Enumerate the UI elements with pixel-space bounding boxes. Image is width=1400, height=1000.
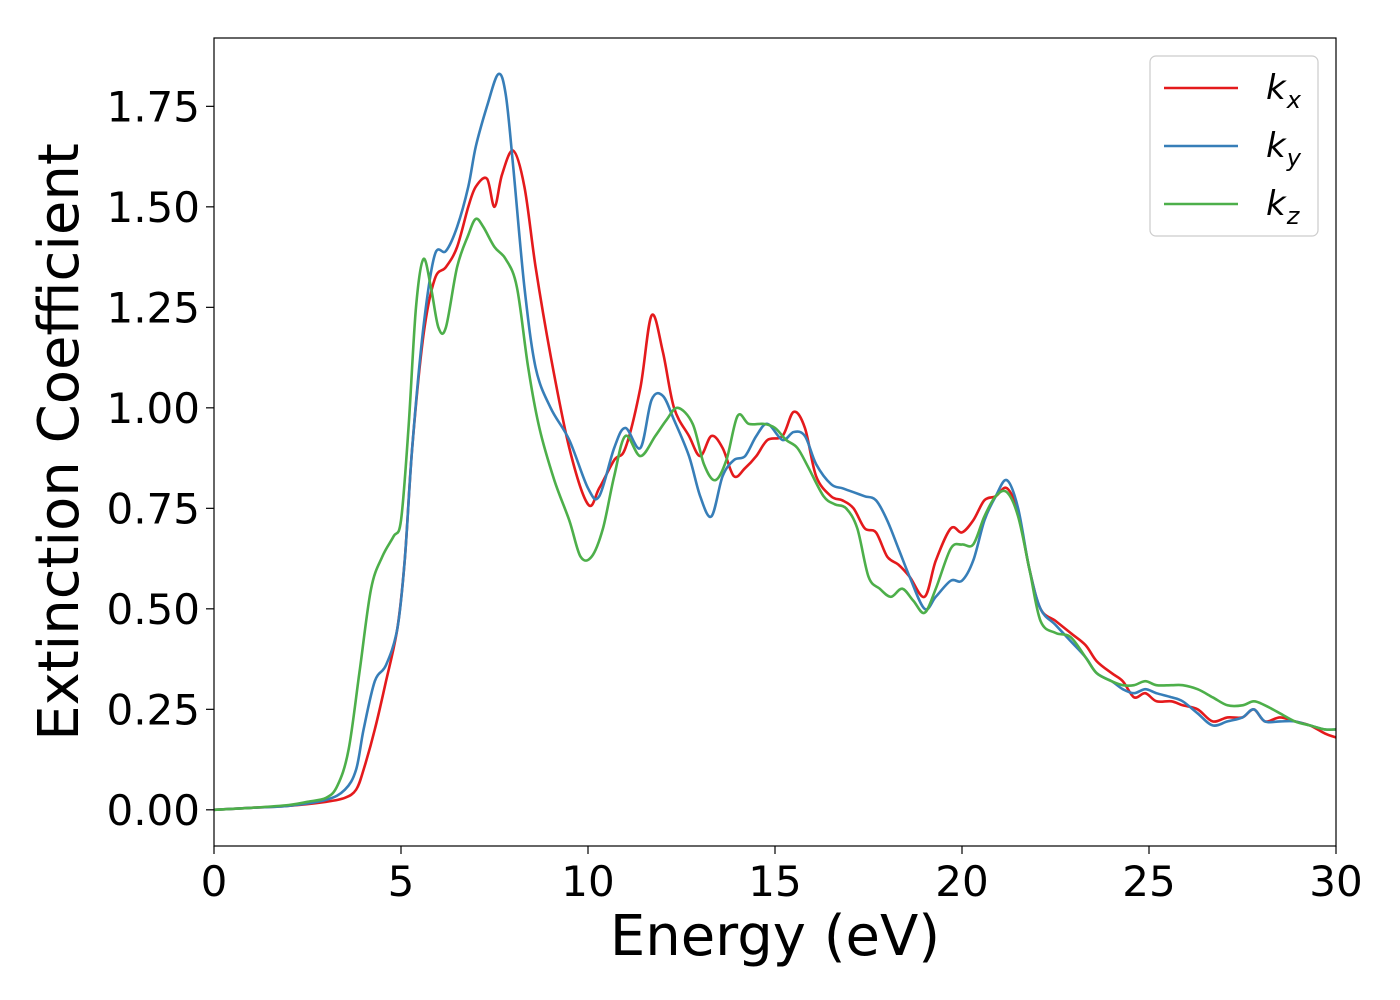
y-tick-label: 0.75 xyxy=(106,484,200,533)
x-tick-label: 25 xyxy=(1122,857,1175,906)
series-line-x xyxy=(213,149,1337,812)
y-tick-label: 0.00 xyxy=(106,786,200,835)
series-lines xyxy=(213,72,1337,812)
x-tick-label: 30 xyxy=(1309,857,1362,906)
series-line-y xyxy=(213,72,1337,812)
x-axis-ticks: 0 5 10 15 20 25 30 xyxy=(201,846,1363,906)
y-tick-label: 1.25 xyxy=(106,283,200,332)
x-axis-label: Energy (eV) xyxy=(610,904,940,969)
x-tick-label: 5 xyxy=(388,857,415,906)
y-tick-label: 0.25 xyxy=(106,685,200,734)
y-tick-label: 1.00 xyxy=(106,384,200,433)
y-tick-label: 1.50 xyxy=(106,183,200,232)
y-axis-label: Extinction Coefficient xyxy=(27,143,92,741)
x-tick-label: 20 xyxy=(935,857,988,906)
y-axis-ticks: 0.00 0.25 0.50 0.75 1.00 1.25 1.50 1.75 xyxy=(106,82,214,835)
x-tick-label: 0 xyxy=(201,857,228,906)
x-tick-label: 15 xyxy=(748,857,801,906)
series-line-z xyxy=(213,217,1337,812)
x-tick-label: 10 xyxy=(561,857,614,906)
y-tick-label: 0.50 xyxy=(106,585,200,634)
y-tick-label: 1.75 xyxy=(106,82,200,131)
